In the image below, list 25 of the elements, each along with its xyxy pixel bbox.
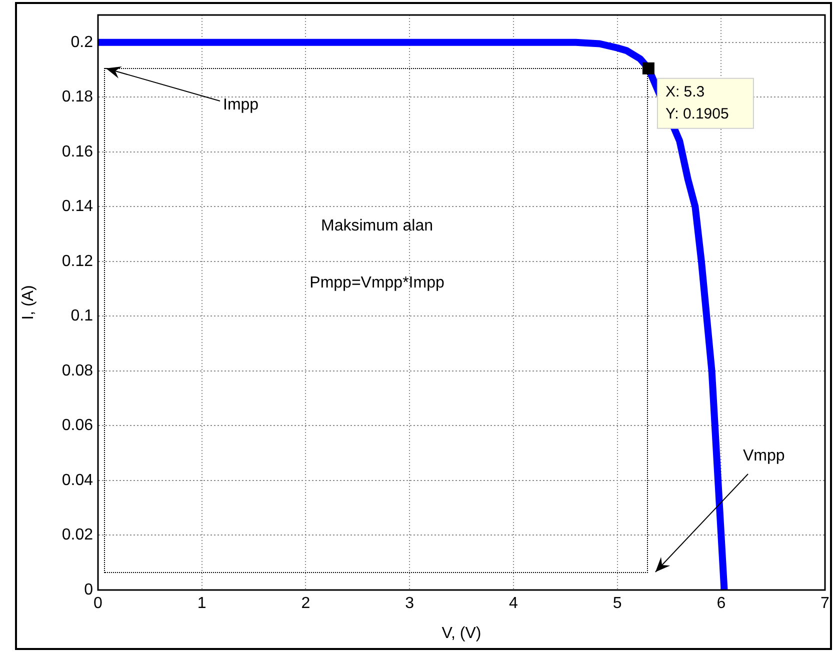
x-tick-label: 7 [820, 595, 830, 612]
y-tick-label: 0.2 [70, 34, 94, 51]
x-tick-label: 2 [301, 595, 310, 612]
y-axis-title: I, (A) [20, 285, 38, 320]
y-tick-label: 0.16 [62, 143, 94, 160]
annotation: Vmpp [743, 447, 785, 464]
y-tick-label: 0.1 [70, 308, 94, 325]
x-tick-label: 6 [716, 595, 726, 612]
y-tick-label: 0.08 [62, 362, 94, 380]
x-tick-label: 3 [405, 595, 414, 612]
annotation: Maksimum alan [320, 217, 434, 234]
annotation: Pmpp=Vmpp*Impp [310, 274, 444, 292]
y-tick-label: 0.18 [62, 88, 94, 106]
annotation: Impp [223, 96, 259, 114]
x-tick-label: 4 [508, 595, 518, 612]
y-tick-label: 0.06 [62, 417, 94, 434]
y-tick-label: 0.12 [62, 252, 94, 270]
annotation: X: 5.3 Y: 0.1905 [665, 84, 729, 123]
y-tick-label: 0.14 [62, 198, 94, 216]
x-tick-label: 1 [197, 595, 206, 612]
y-tick-label: 0.02 [62, 526, 94, 544]
y-tick-label: 0.04 [62, 472, 94, 489]
y-tick-label: 0 [84, 581, 94, 598]
x-tick-label: 5 [612, 595, 622, 612]
x-axis-title: V, (V) [442, 624, 482, 642]
